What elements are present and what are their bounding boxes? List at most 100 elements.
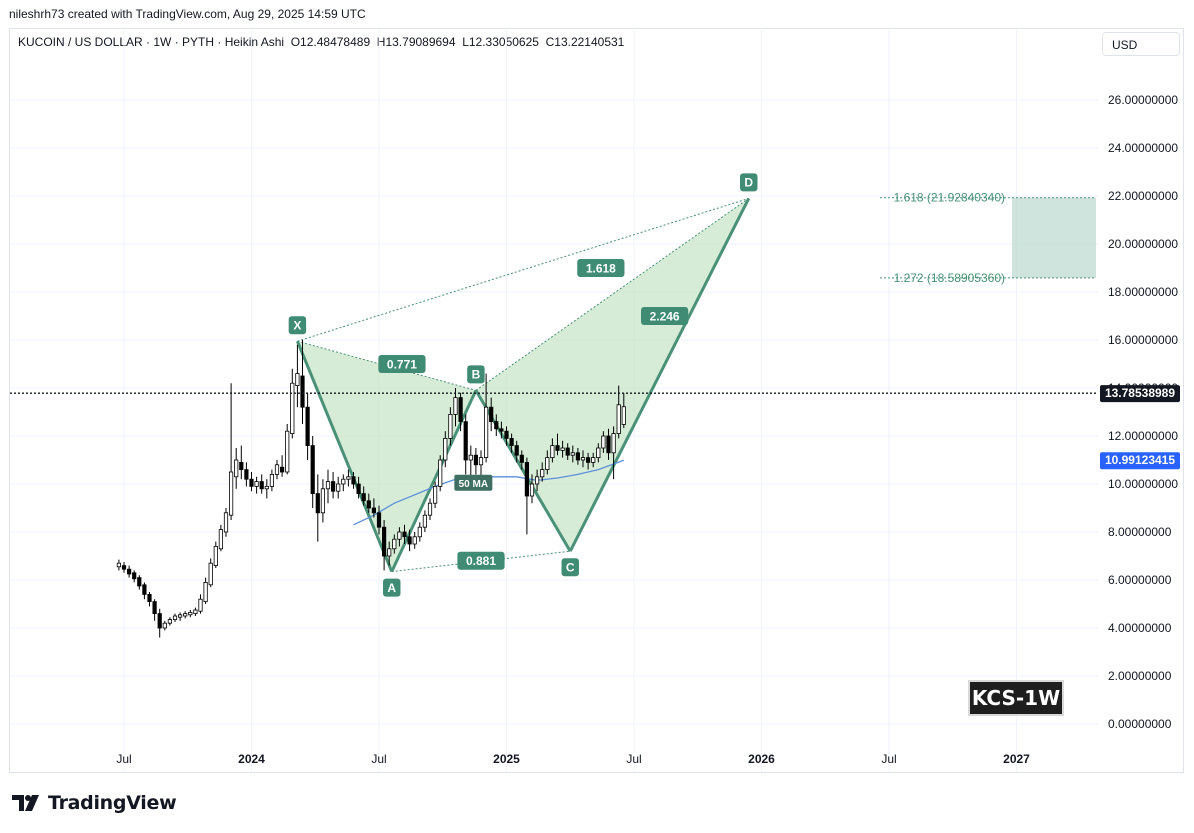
- candle[interactable]: [116, 559, 121, 571]
- candle[interactable]: [387, 541, 392, 566]
- candle[interactable]: [550, 438, 555, 463]
- candle[interactable]: [172, 613, 178, 622]
- candle[interactable]: [320, 479, 326, 523]
- candle[interactable]: [519, 450, 524, 470]
- candle[interactable]: [575, 448, 581, 465]
- candle[interactable]: [177, 612, 183, 621]
- candle[interactable]: [310, 436, 315, 508]
- candle[interactable]: [274, 460, 280, 480]
- candle[interactable]: [463, 414, 468, 475]
- candle[interactable]: [203, 577, 208, 604]
- candle[interactable]: [514, 440, 519, 463]
- candle[interactable]: [361, 486, 366, 506]
- candle[interactable]: [407, 529, 412, 552]
- candle[interactable]: [545, 450, 550, 475]
- candle[interactable]: [535, 469, 540, 492]
- candle[interactable]: [198, 594, 203, 614]
- candle[interactable]: [580, 450, 586, 468]
- candle[interactable]: [162, 620, 167, 631]
- candle[interactable]: [560, 440, 565, 458]
- candle[interactable]: [478, 450, 484, 477]
- candle[interactable]: [305, 392, 310, 460]
- currency-button[interactable]: USD: [1102, 32, 1180, 56]
- candle[interactable]: [570, 445, 575, 463]
- candle[interactable]: [244, 462, 249, 487]
- candle[interactable]: [239, 445, 244, 480]
- candle[interactable]: [509, 433, 514, 453]
- candle[interactable]: [402, 524, 407, 544]
- candle[interactable]: [381, 520, 387, 571]
- candle[interactable]: [132, 570, 137, 583]
- candle[interactable]: [193, 607, 198, 616]
- candle[interactable]: [269, 469, 275, 492]
- candle[interactable]: [346, 469, 351, 487]
- candle[interactable]: [555, 433, 560, 456]
- candle[interactable]: [137, 575, 142, 590]
- candle[interactable]: [606, 428, 611, 460]
- candle[interactable]: [392, 534, 397, 554]
- candle[interactable]: [371, 498, 377, 518]
- candle[interactable]: [157, 608, 162, 638]
- candle[interactable]: [223, 508, 229, 537]
- candle[interactable]: [142, 582, 147, 600]
- candle[interactable]: [432, 481, 438, 508]
- candle[interactable]: [336, 476, 341, 499]
- candle[interactable]: [152, 599, 157, 621]
- candle[interactable]: [494, 414, 499, 436]
- candle[interactable]: [121, 562, 127, 573]
- candle[interactable]: [473, 448, 479, 475]
- tradingview-logo[interactable]: TradingView: [12, 792, 177, 814]
- candle[interactable]: [356, 476, 361, 499]
- candle[interactable]: [330, 472, 336, 499]
- candle[interactable]: [611, 426, 616, 480]
- current-price-badge[interactable]: 13.78538989: [1100, 385, 1180, 403]
- candle[interactable]: [529, 474, 535, 504]
- candle[interactable]: [295, 344, 300, 408]
- candle[interactable]: [565, 443, 570, 460]
- candle[interactable]: [458, 392, 463, 432]
- candle[interactable]: [397, 527, 402, 547]
- candle[interactable]: [448, 407, 453, 446]
- candle[interactable]: [422, 510, 428, 532]
- ma-price-badge[interactable]: 10.99123415: [1100, 452, 1180, 470]
- candle[interactable]: [366, 493, 371, 513]
- candle[interactable]: [234, 448, 239, 489]
- candle[interactable]: [427, 498, 433, 520]
- candle[interactable]: [504, 426, 509, 446]
- candle[interactable]: [167, 617, 172, 626]
- candle[interactable]: [300, 340, 305, 424]
- candle[interactable]: [524, 457, 530, 535]
- candle[interactable]: [468, 445, 473, 477]
- candle[interactable]: [621, 393, 626, 429]
- candle[interactable]: [188, 610, 193, 618]
- candle[interactable]: [412, 532, 417, 549]
- candle[interactable]: [443, 431, 448, 468]
- candle[interactable]: [208, 558, 213, 588]
- symbol-legend[interactable]: KUCOIN / US DOLLAR · 1W · PYTH · Heikin …: [18, 35, 625, 49]
- candle[interactable]: [218, 524, 223, 552]
- candle[interactable]: [586, 452, 591, 470]
- candle[interactable]: [417, 522, 422, 542]
- candle[interactable]: [499, 421, 504, 439]
- candle[interactable]: [259, 474, 264, 494]
- candle[interactable]: [147, 592, 152, 607]
- candle[interactable]: [228, 383, 234, 520]
- candle[interactable]: [325, 469, 331, 504]
- candle[interactable]: [601, 431, 606, 453]
- candle[interactable]: [254, 476, 259, 494]
- candle[interactable]: [540, 462, 545, 482]
- candle[interactable]: [315, 474, 320, 542]
- candle[interactable]: [591, 452, 596, 468]
- candle[interactable]: [127, 565, 132, 578]
- candle[interactable]: [376, 505, 382, 535]
- candle[interactable]: [489, 397, 494, 432]
- candle[interactable]: [341, 474, 346, 492]
- candle[interactable]: [279, 455, 285, 477]
- candle[interactable]: [616, 385, 621, 439]
- axes[interactable]: 0.00000000 2.00000000 4.00000000 6.00000000…: [116, 93, 1180, 766]
- candle[interactable]: [438, 455, 443, 492]
- candle[interactable]: [483, 373, 489, 463]
- candle[interactable]: [249, 472, 254, 492]
- candles[interactable]: [116, 340, 626, 638]
